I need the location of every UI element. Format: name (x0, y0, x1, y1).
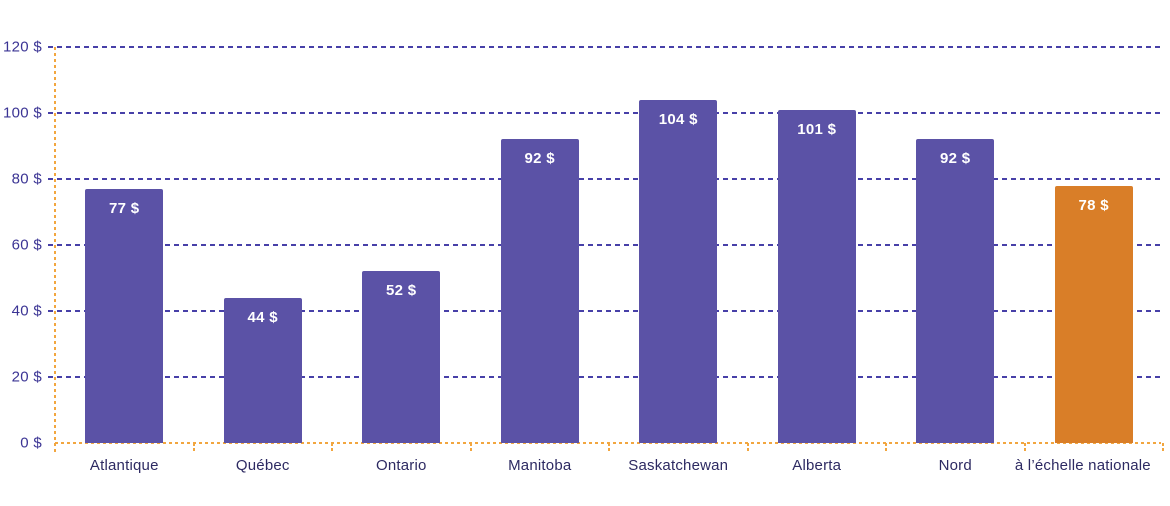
bar-alberta: 101 $ (777, 109, 856, 443)
bar-manitoba: 92 $ (500, 139, 579, 443)
x-tick-label: à l’échelle nationale (1014, 457, 1151, 474)
x-tick-label: Saskatchewan (628, 457, 729, 474)
x-axis-tick (608, 443, 610, 452)
y-tick-label: 100 $ (2, 104, 42, 122)
bar-slot: 44 $ (194, 297, 333, 443)
plot-area: 0 $ 20 $ 40 $ 60 $ 80 $ 100 $ 120 $ 77 $ 44 $ 52 … (3, 39, 1164, 474)
bar-value-label: 101 $ (797, 120, 837, 138)
x-tick-label: Québec (235, 457, 290, 474)
x-axis-tick (469, 443, 472, 452)
x-tick-label: Manitoba (508, 457, 572, 474)
bar-l-chelle-nationale: 78 $ (1054, 185, 1133, 443)
bar-slot: 52 $ (332, 271, 471, 443)
y-tick-label: 20 $ (11, 368, 42, 386)
bar-value-label: 52 $ (386, 282, 417, 300)
bar-slot: 104 $ (609, 99, 748, 443)
bar-ontario: 52 $ (362, 271, 441, 443)
bar-qu-bec: 44 $ (223, 297, 302, 443)
y-tick-label: 40 $ (11, 302, 42, 320)
x-axis-tick (331, 443, 333, 452)
gridline-100 (48, 112, 1161, 114)
bar-value-label: 44 $ (247, 308, 278, 326)
bar-value-label: 92 $ (940, 150, 971, 168)
bar-slot: 92 $ (886, 139, 1025, 443)
y-axis-line (54, 47, 56, 454)
y-tick-label: 120 $ (2, 38, 42, 56)
x-tick-label: Nord (938, 457, 972, 474)
x-tick-label: Atlantique (89, 457, 159, 474)
x-axis-tick (192, 443, 195, 452)
bar-value-label: 77 $ (109, 199, 140, 217)
bar-slot: 78 $ (1025, 185, 1164, 443)
bar-slot: 77 $ (55, 188, 194, 443)
bar-saskatchewan: 104 $ (639, 99, 718, 443)
x-axis-tick (1023, 443, 1026, 452)
gridline-120 (48, 46, 1161, 48)
bar-value-label: 104 $ (658, 110, 698, 128)
bar-nord: 92 $ (916, 139, 995, 443)
bar-slot: 92 $ (471, 139, 610, 443)
x-axis-tick (1162, 443, 1164, 452)
y-tick-label: 60 $ (11, 236, 42, 254)
bar-value-label: 92 $ (524, 150, 555, 168)
x-axis-tick (746, 443, 749, 452)
bar-atlantique: 77 $ (85, 188, 164, 443)
x-tick-label: Alberta (792, 457, 842, 474)
y-tick-label: 80 $ (11, 170, 42, 188)
x-axis-tick (885, 443, 887, 452)
x-tick-label: Ontario (375, 457, 427, 474)
bar-value-label: 78 $ (1078, 196, 1109, 214)
bar-slot: 101 $ (748, 109, 887, 443)
y-tick-label: 0 $ (20, 434, 42, 452)
